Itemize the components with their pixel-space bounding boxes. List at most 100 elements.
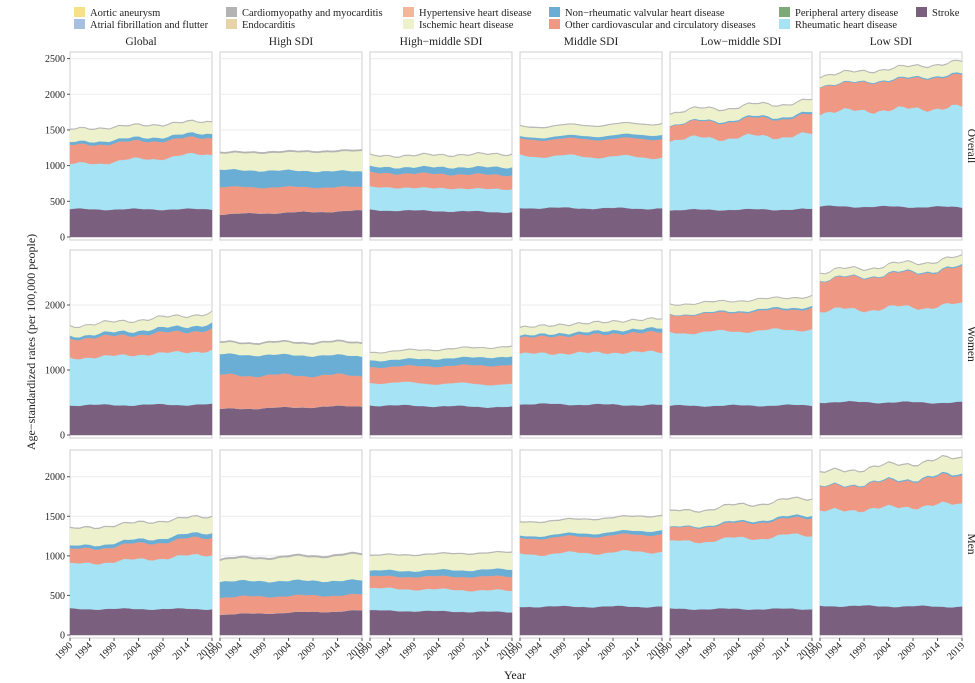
panel-women-middle-sdi xyxy=(519,249,663,439)
area-rheumatic-heart-disease xyxy=(819,501,963,608)
y-tick-label: 500 xyxy=(50,197,65,208)
legend-item-rheumatic-heart-disease: Rheumatic heart disease xyxy=(779,19,897,31)
x-tick-label: 2014 xyxy=(171,640,193,662)
area-non-rheumatic-valvular-heart-disease xyxy=(219,578,363,599)
legend-label-aortic-aneurysm: Aortic aneurysm xyxy=(90,8,160,19)
legend-swatch-stroke xyxy=(916,7,927,17)
legend-label-cardiomyopathy-and-myocarditis: Cardiomyopathy and myocarditis xyxy=(242,8,383,19)
legend-item-endocarditis: Endocarditis xyxy=(226,19,295,31)
area-rheumatic-heart-disease xyxy=(519,153,663,210)
legend-swatch-ischemic-heart-disease xyxy=(403,19,414,29)
chart-panels: Overall Global 0 500 1000 1500 2000 2500 High SD… xyxy=(45,36,975,662)
x-tick-label: 1990 xyxy=(53,640,75,662)
y-tick-label: 1500 xyxy=(45,125,65,136)
row-strip-label: Men xyxy=(965,533,975,554)
area-cardiomyopathy-and-myocarditis xyxy=(219,551,363,562)
x-tick-label: 1999 xyxy=(247,640,269,662)
legend-swatch-rheumatic-heart-disease xyxy=(779,19,790,29)
panel-women-low-sdi xyxy=(819,249,963,439)
area-cardiomyopathy-and-myocarditis xyxy=(219,149,363,154)
y-tick-label: 1000 xyxy=(45,366,65,377)
x-axis-title: Year xyxy=(504,668,526,682)
area-stroke xyxy=(669,403,813,436)
area-cardiomyopathy-and-myocarditis xyxy=(369,151,513,158)
panel-men-global xyxy=(69,449,213,639)
x-tick-label: 1999 xyxy=(97,640,119,662)
row-strip-bg xyxy=(963,52,975,240)
area-cardiomyopathy-and-myocarditis xyxy=(519,317,663,328)
area-stroke xyxy=(369,208,513,238)
area-rheumatic-heart-disease xyxy=(519,549,663,608)
area-stroke xyxy=(519,206,663,238)
area-cardiomyopathy-and-myocarditis xyxy=(369,550,513,557)
panel-women-global xyxy=(69,249,213,439)
area-stroke xyxy=(369,404,513,436)
area-cardiomyopathy-and-myocarditis xyxy=(369,345,513,354)
area-non-rheumatic-valvular-heart-disease xyxy=(219,352,363,378)
x-tick-label: 1999 xyxy=(547,640,569,662)
legend-swatch-endocarditis xyxy=(226,19,237,29)
area-cardiomyopathy-and-myocarditis xyxy=(519,514,663,524)
y-tick-label: 0 xyxy=(60,233,65,244)
y-tick-label: 2000 xyxy=(45,472,65,483)
legend-label-peripheral-artery-disease: Peripheral artery disease xyxy=(795,8,899,19)
panel-women-low-middle-sdi xyxy=(669,249,813,439)
area-cardiomyopathy-and-myocarditis xyxy=(69,310,213,329)
column-strip-label-low-sdi: Low SDI xyxy=(870,36,913,48)
x-tick-label: 1994 xyxy=(673,640,695,662)
legend-item-cardiomyopathy-and-myocarditis: Cardiomyopathy and myocarditis xyxy=(226,7,383,19)
legend-label-atrial-fibrillation-and-flutter: Atrial fibrillation and flutter xyxy=(90,20,209,31)
x-tick-label: 2009 xyxy=(146,640,168,662)
x-tick-label: 2004 xyxy=(122,640,144,662)
area-stroke xyxy=(69,403,213,436)
area-ischemic-heart-disease xyxy=(369,551,513,572)
area-cardiomyopathy-and-myocarditis xyxy=(69,515,213,530)
legend-label-endocarditis: Endocarditis xyxy=(242,20,295,31)
column-strip-label-middle-sdi: Middle SDI xyxy=(564,36,619,48)
panel-overall-high-sdi xyxy=(219,51,363,241)
x-tick-label: 2004 xyxy=(572,640,594,662)
row-strip-bg xyxy=(963,450,975,638)
area-ischemic-heart-disease xyxy=(219,150,363,173)
panel-men-high-middle-sdi xyxy=(369,449,513,639)
area-rheumatic-heart-disease xyxy=(69,349,213,407)
x-tick-label: 1994 xyxy=(223,640,245,662)
area-rheumatic-heart-disease xyxy=(669,131,813,211)
panel-men-high-sdi xyxy=(219,449,363,639)
area-cardiomyopathy-and-myocarditis xyxy=(819,59,963,79)
x-tick-label: 1999 xyxy=(847,640,869,662)
legend-item-ischemic-heart-disease: Ischemic heart disease xyxy=(403,19,514,31)
panel-overall-middle-sdi xyxy=(519,51,663,241)
panel-women-high-middle-sdi xyxy=(369,249,513,439)
y-tick-label: 0 xyxy=(60,631,65,642)
y-tick-label: 0 xyxy=(60,431,65,442)
legend-label-stroke: Stroke xyxy=(932,8,960,19)
x-tick-label: 2014 xyxy=(321,640,343,662)
area-stroke xyxy=(819,604,963,636)
legend-label-non-rheumatic-valvular-heart-disease: Non−rheumatic valvular heart disease xyxy=(565,8,725,19)
legend-swatch-other-cardiovascular-and-circulatory-diseases xyxy=(549,19,560,29)
area-cardiomyopathy-and-myocarditis xyxy=(519,121,663,129)
x-tick-label: 2009 xyxy=(896,640,918,662)
x-tick-label: 1994 xyxy=(373,640,395,662)
legend-item-peripheral-artery-disease: Peripheral artery disease xyxy=(779,7,899,19)
legend-swatch-atrial-fibrillation-and-flutter xyxy=(74,19,85,29)
legend-item-atrial-fibrillation-and-flutter: Atrial fibrillation and flutter xyxy=(74,19,209,31)
x-tick-label: 2019 xyxy=(945,640,967,662)
legend-item-other-cardiovascular-and-circulatory-diseases: Other cardiovascular and circulatory dis… xyxy=(549,19,756,31)
area-stroke xyxy=(819,400,963,436)
legend-item-aortic-aneurysm: Aortic aneurysm xyxy=(74,7,160,19)
area-stroke xyxy=(519,402,663,436)
x-tick-label: 1994 xyxy=(73,640,95,662)
area-rheumatic-heart-disease xyxy=(819,302,963,404)
area-stroke xyxy=(69,207,213,238)
x-tick-label: 2009 xyxy=(596,640,618,662)
x-tick-label: 2014 xyxy=(471,640,493,662)
legend-item-hypertensive-heart-disease: Hypertensive heart disease xyxy=(403,7,532,19)
legend-label-other-cardiovascular-and-circulatory-diseases: Other cardiovascular and circulatory dis… xyxy=(565,20,756,31)
y-tick-label: 2000 xyxy=(45,301,65,312)
row-strip-label: Overall xyxy=(965,129,975,163)
legend-swatch-peripheral-artery-disease xyxy=(779,7,790,17)
area-other-cardiovascular-and-circulatory-diseases xyxy=(369,363,513,386)
area-cardiomyopathy-and-myocarditis xyxy=(669,496,813,513)
